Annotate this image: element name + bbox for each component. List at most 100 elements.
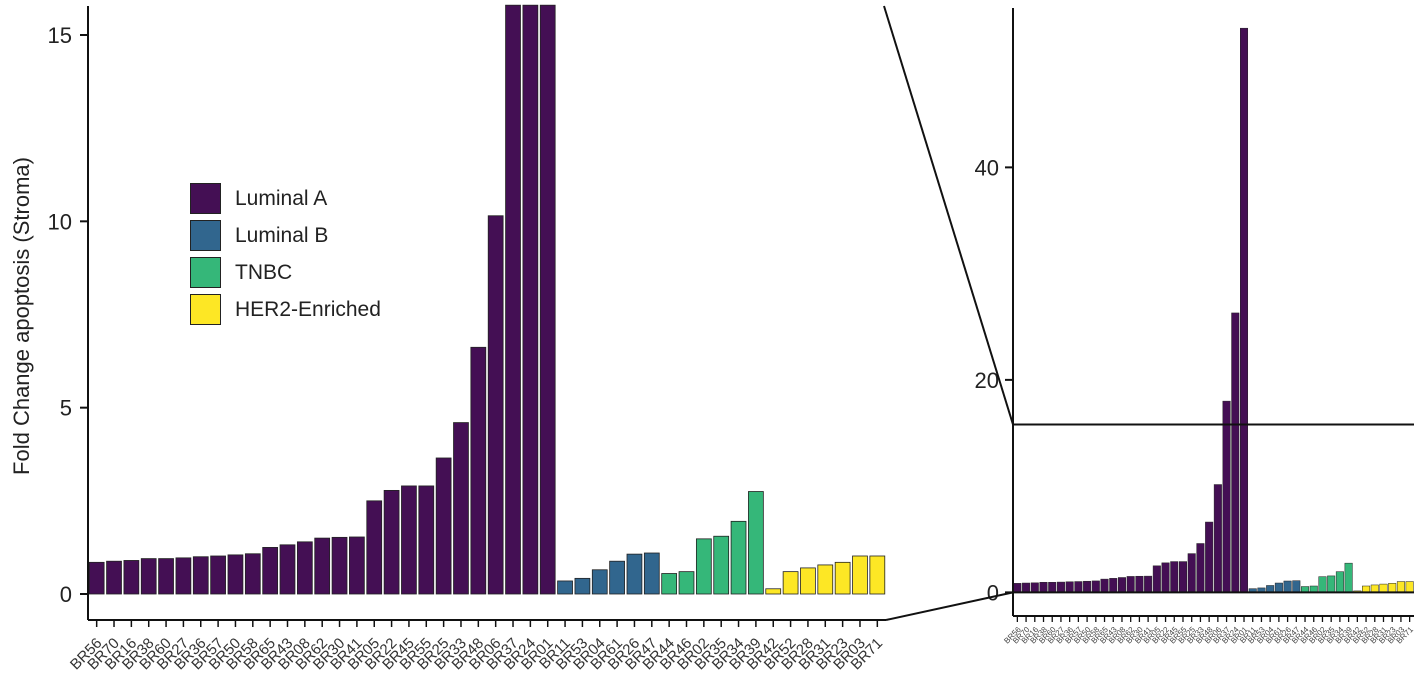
bar-br61 [609,560,625,595]
inset-bar-br04 [1266,585,1275,593]
inset-y-tick-label-40: 40 [975,155,999,180]
inset-bar-br26 [1283,580,1292,593]
inset-bar-br02 [1318,576,1327,593]
bar-br37 [505,4,521,595]
bar-br47 [643,552,660,595]
bar-br55 [418,485,435,595]
bar-br01 [539,4,556,595]
bar-br05 [366,500,383,595]
inset-bar-br23 [1388,583,1397,593]
y-tick-label-15: 15 [48,23,72,48]
inset-bar-br05 [1152,565,1161,593]
inset-bar-br62 [1126,576,1135,593]
inset-bar-br27 [1056,581,1065,593]
legend-item-tnbc: TNBC [190,254,381,291]
bar-br25 [435,457,452,595]
y-tick-label-0: 0 [60,582,72,607]
inset-bar-br34 [1335,571,1344,593]
bar-br56 [88,561,105,595]
inset-bar-br65 [1100,578,1109,593]
legend-swatch-luminal-b [190,220,221,251]
inset-bar-br58 [1091,580,1100,593]
bar-br45 [401,485,417,595]
bar-br60 [158,558,174,595]
inset-y-tick-label-20: 20 [975,368,999,393]
bar-br23 [834,561,851,595]
inset-bar-br16 [1030,582,1039,593]
legend-swatch-luminal-a [190,183,221,214]
inset-bar-br24 [1231,312,1240,593]
legend-label-her2-enriched: HER2-Enriched [235,297,381,321]
inset-bar-br55 [1178,561,1187,593]
bar-br30 [331,536,348,595]
bar-br34 [730,520,747,595]
bar-br08 [296,541,313,595]
inset-bar-br35 [1327,575,1336,593]
legend-item-luminal-a: Luminal A [190,180,381,217]
bar-br62 [314,537,331,595]
bar-br71 [869,555,886,595]
inset-bar-br50 [1083,580,1092,593]
legend-swatch-her2-enriched [190,294,221,325]
bar-br38 [140,558,157,595]
inset-bar-br43 [1109,578,1118,593]
bar-br26 [626,553,643,595]
inset-y-tick-label-0: 0 [987,580,999,605]
bar-br53 [574,577,591,595]
inset-bar-br37 [1222,400,1231,593]
bar-br57 [210,555,226,595]
legend-swatch-tnbc [190,257,221,288]
inset-bar-br56 [1013,583,1022,593]
y-tick-label-10: 10 [48,209,72,234]
inset-bar-br03 [1396,581,1405,593]
bar-br52 [782,571,799,595]
zoom-connector-bottom [885,591,1014,621]
inset-bar-br22 [1161,562,1170,593]
inset-bar-br45 [1170,561,1179,593]
inset-bar-br08 [1117,577,1126,593]
bar-br02 [695,538,712,595]
inset-bar-br71 [1405,581,1414,593]
zoom-connector-top [883,5,1014,425]
legend-item-luminal-b: Luminal B [190,217,381,254]
bar-br65 [262,547,279,595]
inset-bar-br30 [1135,575,1144,593]
bar-br50 [227,554,244,595]
bar-br16 [123,560,140,595]
bar-br28 [800,567,816,595]
inset-bar-br61 [1274,582,1283,593]
bar-br06 [487,215,504,595]
y-axis-label: Fold Change apoptosis (Stroma) [9,157,34,475]
bar-br70 [106,560,122,595]
inset-bar-br47 [1292,580,1301,593]
bar-br48 [470,346,487,595]
inset-bar-br06 [1213,484,1222,593]
inset-bar-br28 [1370,584,1379,593]
bar-br22 [383,489,400,595]
legend: Luminal A Luminal B TNBC HER2-Enriched [190,180,381,328]
bar-br44 [661,573,678,595]
inset-bar-br33 [1196,543,1205,593]
legend-label-tnbc: TNBC [235,260,293,284]
bar-br58 [244,553,261,595]
inset-bar-br57 [1074,581,1083,593]
inset-bar-br48 [1205,521,1214,593]
bar-br35 [713,535,730,595]
bar-br04 [591,569,608,595]
bar-br11 [557,580,573,595]
bar-br27 [175,557,192,595]
bar-br39 [748,491,764,595]
bar-br46 [678,571,695,595]
inset-bar-br38 [1039,582,1048,593]
inset-bar-br60 [1048,582,1057,593]
inset-bar-br25 [1187,553,1196,593]
bar-br36 [192,556,209,595]
inset-bar-br31 [1379,583,1388,593]
inset-bar-br01 [1240,27,1249,593]
bar-br41 [349,536,365,595]
bar-br43 [279,544,296,595]
y-tick-label-5: 5 [60,396,72,421]
bar-br42 [765,588,782,595]
